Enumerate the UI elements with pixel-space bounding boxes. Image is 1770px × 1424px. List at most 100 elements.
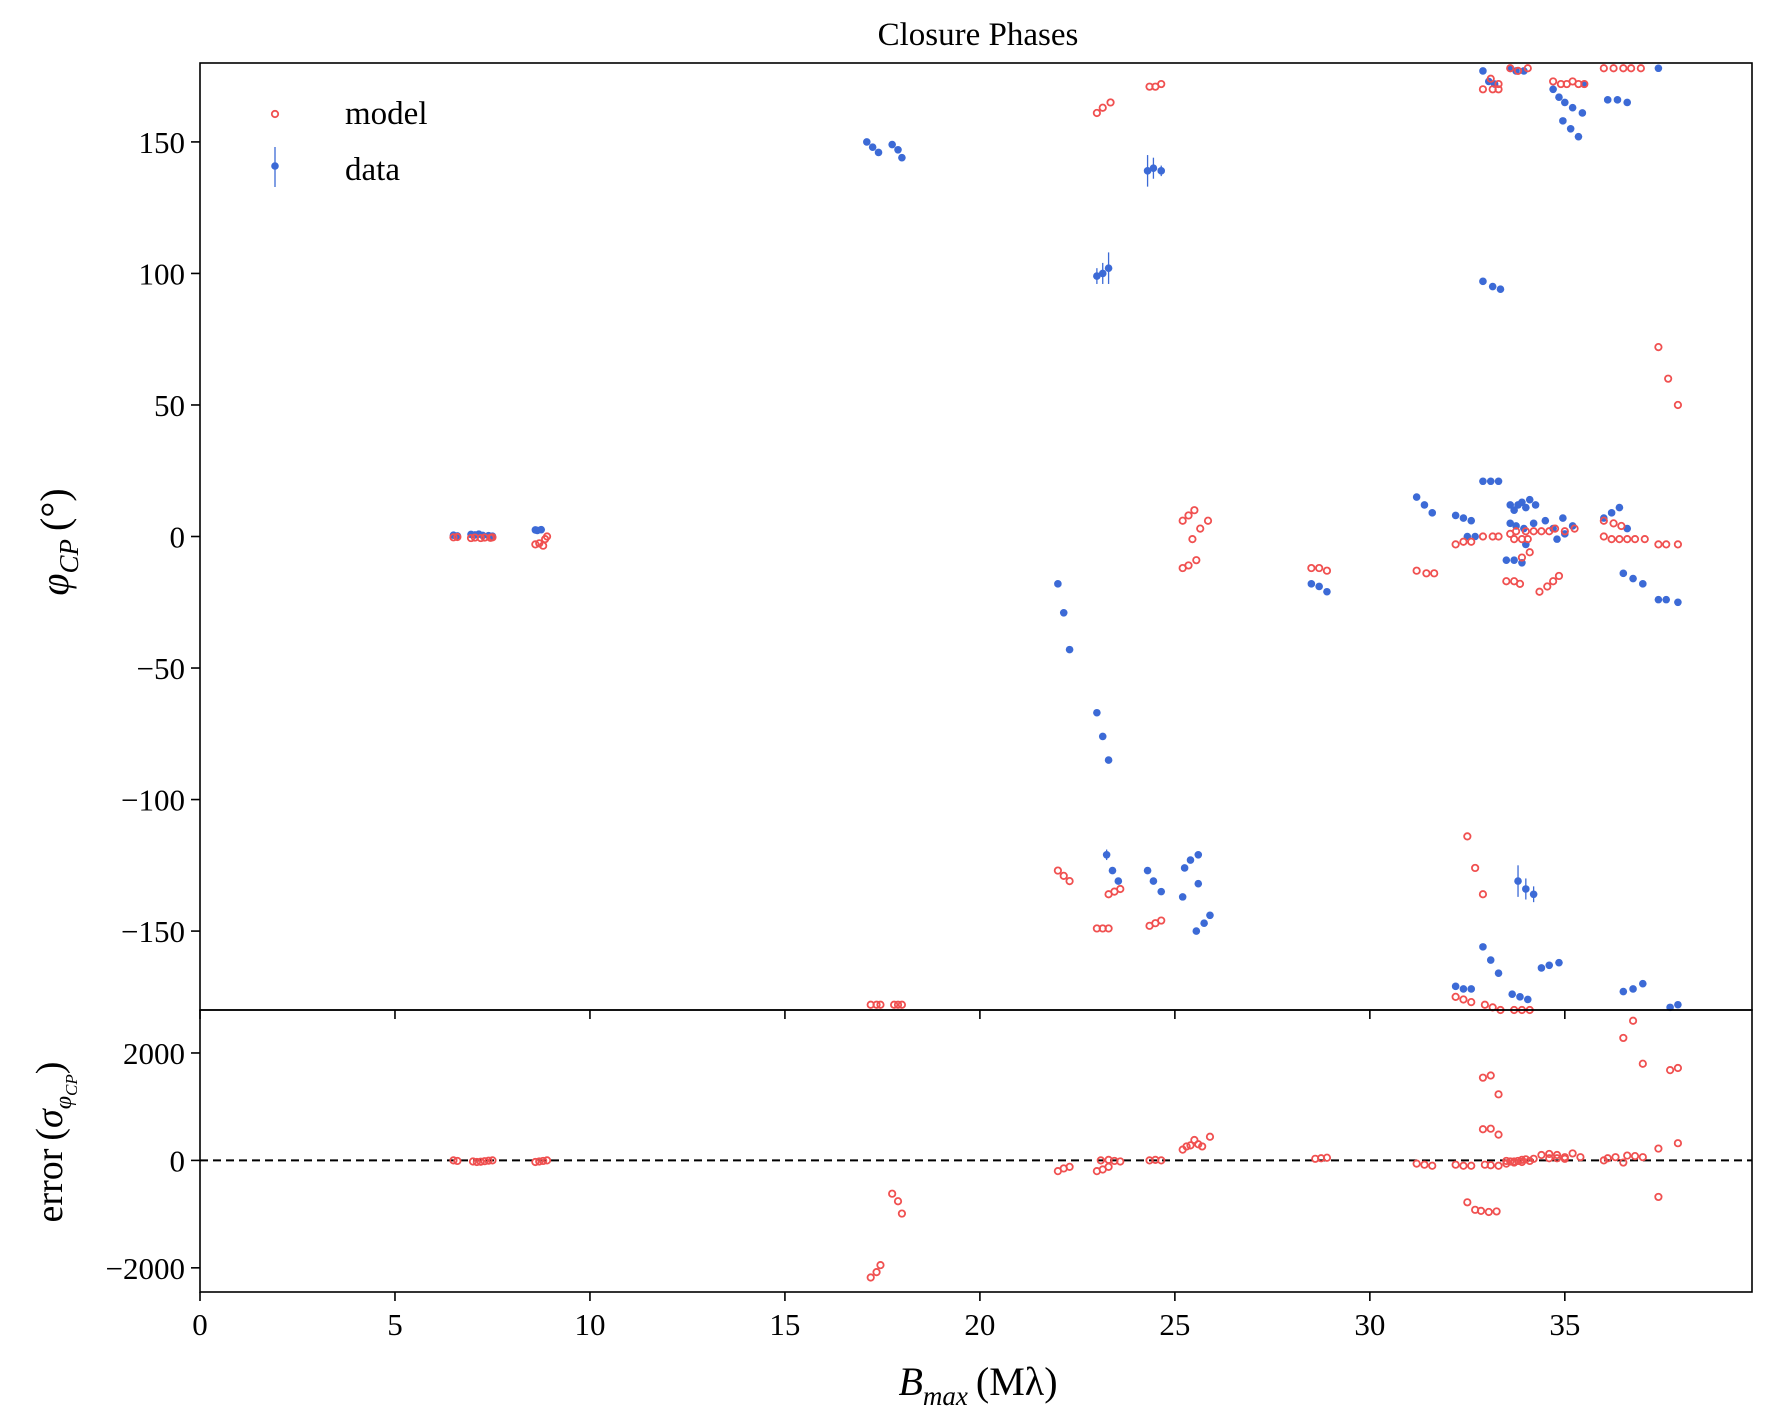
data-point <box>1467 516 1476 525</box>
model-point <box>1092 108 1101 118</box>
residual-point <box>1628 1016 1638 1025</box>
model-point <box>1640 535 1649 544</box>
model-point <box>1580 79 1589 89</box>
model-point <box>1184 511 1193 520</box>
model-point <box>1617 521 1626 531</box>
model-point <box>1654 540 1663 549</box>
residual-point <box>1322 1153 1332 1162</box>
model-point <box>1184 561 1193 570</box>
residual-point <box>1611 1153 1620 1162</box>
model-point <box>1550 524 1560 533</box>
chart-title: Closure Phases <box>878 17 1079 53</box>
residual-point <box>1463 1198 1472 1207</box>
residual-point <box>449 1156 458 1165</box>
data-point <box>1525 495 1534 504</box>
model-point <box>1673 400 1683 410</box>
data-point <box>1467 985 1476 993</box>
data-point <box>537 525 546 534</box>
residual-point <box>468 1157 478 1166</box>
model-point <box>1543 582 1552 591</box>
legend-data-label: data <box>345 152 400 188</box>
model-point <box>1535 587 1544 596</box>
top-y-tick-label: 0 <box>170 520 186 555</box>
bottom-x-tick-label: 30 <box>1354 1307 1385 1342</box>
residual-point <box>1619 1033 1628 1043</box>
residual-point <box>1545 1154 1554 1163</box>
data-point <box>1114 877 1123 885</box>
residual-point <box>1502 1156 1511 1166</box>
residual-point <box>472 1157 481 1167</box>
residual-point <box>1476 1206 1486 1215</box>
model-point <box>1190 506 1199 515</box>
residual-point <box>1666 1066 1675 1075</box>
data-point <box>1639 979 1647 988</box>
top-plot-marks <box>449 64 1683 1015</box>
data-point <box>1496 285 1505 294</box>
data-point <box>1054 580 1062 588</box>
residual-point <box>1467 1161 1476 1170</box>
model-point <box>1059 871 1068 880</box>
bottom-x-tick-label: 0 <box>192 1307 208 1342</box>
model-point <box>1480 1000 1489 1009</box>
residual-point <box>1486 1161 1495 1170</box>
model-point <box>466 533 476 543</box>
residual-point <box>876 1261 885 1270</box>
data-point <box>1520 67 1528 75</box>
model-point <box>1515 579 1525 588</box>
data-point <box>1102 850 1111 859</box>
model-point <box>876 1000 885 1009</box>
model-point <box>1422 569 1431 578</box>
data-point <box>1629 574 1637 583</box>
bottom-x-tick-label: 25 <box>1159 1307 1190 1342</box>
bottom-plot-area <box>199 1009 1753 1293</box>
residual-point <box>1510 1158 1519 1167</box>
data-point <box>1549 524 1557 533</box>
model-point <box>476 533 485 543</box>
model-point <box>1478 532 1488 541</box>
data-point <box>1518 498 1526 507</box>
data-point <box>1654 64 1663 73</box>
model-point <box>1104 924 1113 933</box>
data-point <box>1186 856 1195 864</box>
model-point <box>1116 884 1125 894</box>
data-point <box>1488 282 1497 291</box>
data-point <box>1149 877 1158 885</box>
model-point <box>1609 519 1618 528</box>
model-point <box>1549 577 1558 586</box>
data-point <box>1065 645 1074 654</box>
model-point <box>1315 563 1324 573</box>
data-point <box>1479 477 1487 486</box>
data-point <box>1451 982 1460 991</box>
residual-point <box>1603 1154 1612 1163</box>
data-point <box>1529 519 1538 528</box>
model-point <box>897 1000 907 1009</box>
model-point <box>1529 527 1538 536</box>
residual-point <box>1568 1149 1577 1158</box>
data-point <box>1307 580 1316 588</box>
residual-point <box>1502 1159 1511 1168</box>
data-point <box>1508 990 1516 999</box>
residual-point <box>1486 1071 1495 1080</box>
model-point <box>1098 103 1107 112</box>
model-point <box>1636 64 1645 73</box>
residual-point <box>897 1209 907 1218</box>
data-point <box>1315 582 1323 591</box>
model-point <box>1599 64 1608 73</box>
bottom-y-axis-label-subscript: φ <box>51 1096 77 1109</box>
model-point <box>1662 540 1671 549</box>
model-point <box>1619 64 1628 73</box>
residual-point <box>1630 1152 1640 1161</box>
data-point <box>1619 987 1628 996</box>
residual-point <box>1576 1153 1585 1162</box>
data-point <box>1531 501 1540 509</box>
bottom-y-tick-label: −2000 <box>106 1251 185 1286</box>
data-point <box>1104 756 1113 764</box>
data-point <box>1479 277 1487 286</box>
model-point <box>1523 64 1532 73</box>
residual-point <box>1428 1161 1437 1170</box>
data-point <box>1108 866 1117 875</box>
model-point <box>1178 516 1187 525</box>
residual-point <box>1478 1073 1488 1082</box>
residual-point <box>1654 1144 1663 1153</box>
data-point <box>863 138 871 146</box>
